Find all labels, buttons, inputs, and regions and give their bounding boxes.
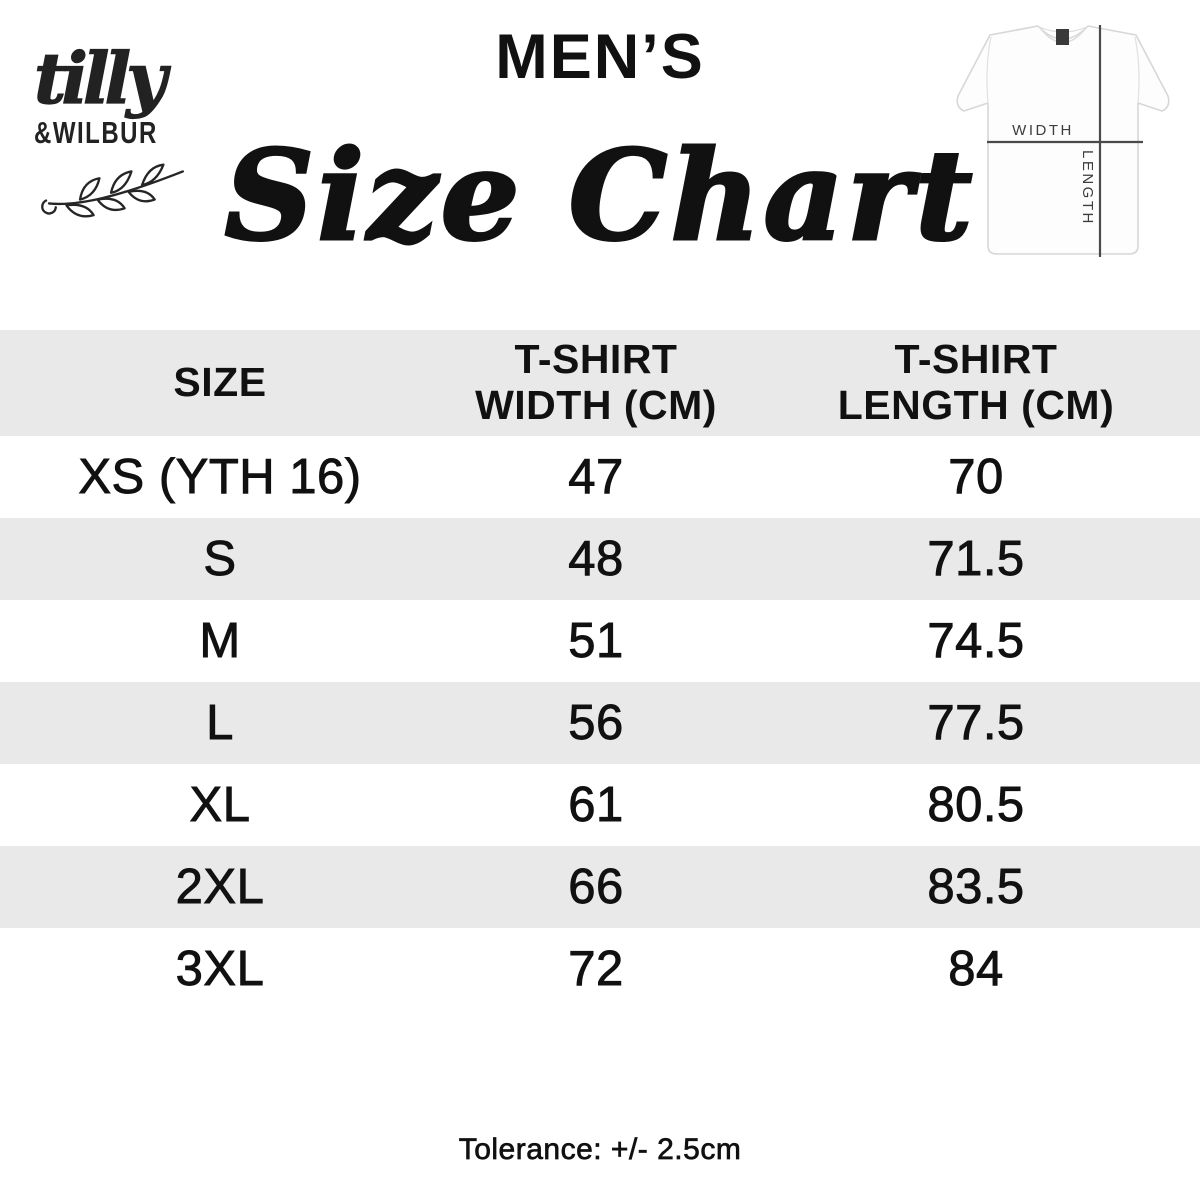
size-cell: M [199,614,241,669]
tolerance-note: Tolerance: +/- 2.5cm [458,1133,742,1167]
brand-logo: tilly &WILBUR [33,37,254,218]
left-sleeve-seam [986,36,992,104]
table-row-xl: XL 61 80.5 [0,764,1200,846]
table-row-3xl: 3XL 72 84 [0,928,1200,1010]
length-cell: 83.5 [927,860,1025,915]
column-header-length-line1: T-SHIRT [894,336,1058,383]
column-header-size: SIZE [0,330,440,436]
size-table: SIZE T-SHIRT WIDTH (CM) T-SHIRT LENGTH (… [0,330,1200,1010]
table-row-m: M 51 74.5 [0,600,1200,682]
size-cell: XL [189,778,251,833]
size-cell: XS (YTH 16) [78,450,362,505]
table-row-s: S 48 71.5 [0,518,1200,600]
column-header-width: T-SHIRT WIDTH (CM) [440,330,752,436]
length-cell: 80.5 [927,778,1025,833]
tshirt-image: WIDTH LENGTH [956,25,1170,257]
width-label: WIDTH [1012,122,1074,139]
width-cell: 51 [568,614,624,669]
right-sleeve-seam [1134,36,1140,104]
length-cell: 74.5 [927,614,1025,669]
brand-name-caps: &WILBUR [34,116,158,151]
tshirt-diagram: WIDTH LENGTH [930,0,1196,290]
size-cell: L [206,696,234,751]
column-header-length: T-SHIRT LENGTH (CM) [752,330,1200,436]
table-row-xs: XS (YTH 16) 47 70 [0,436,1200,518]
size-cell: 2XL [175,860,265,915]
length-label: LENGTH [1079,150,1096,226]
size-cell: 3XL [175,942,265,997]
width-cell: 56 [568,696,624,751]
column-header-length-line2: LENGTH (CM) [837,382,1115,428]
table-row-l: L 56 77.5 [0,682,1200,764]
column-header-width-line1: T-SHIRT [514,336,678,383]
column-header-size-line1: SIZE [173,359,267,406]
length-cell: 84 [948,942,1004,997]
length-cell: 70 [948,450,1004,505]
width-cell: 47 [568,450,624,505]
page-title: Size Chart [223,124,976,269]
column-header-width-line2: WIDTH (CM) [475,382,717,428]
laurel-branch-icon [41,163,184,218]
neck-label [1056,29,1069,45]
width-cell: 48 [568,532,624,587]
tshirt-body [956,25,1170,255]
length-cell: 71.5 [927,532,1025,587]
table-row-2xl: 2XL 66 83.5 [0,846,1200,928]
brand-name-script: tilly [33,37,167,120]
category-title: MEN’S [495,22,705,92]
width-cell: 66 [568,860,624,915]
table-header-row: SIZE T-SHIRT WIDTH (CM) T-SHIRT LENGTH (… [0,330,1200,436]
width-cell: 72 [568,942,624,997]
size-cell: S [203,532,237,587]
length-cell: 77.5 [927,696,1025,751]
width-cell: 61 [568,778,624,833]
